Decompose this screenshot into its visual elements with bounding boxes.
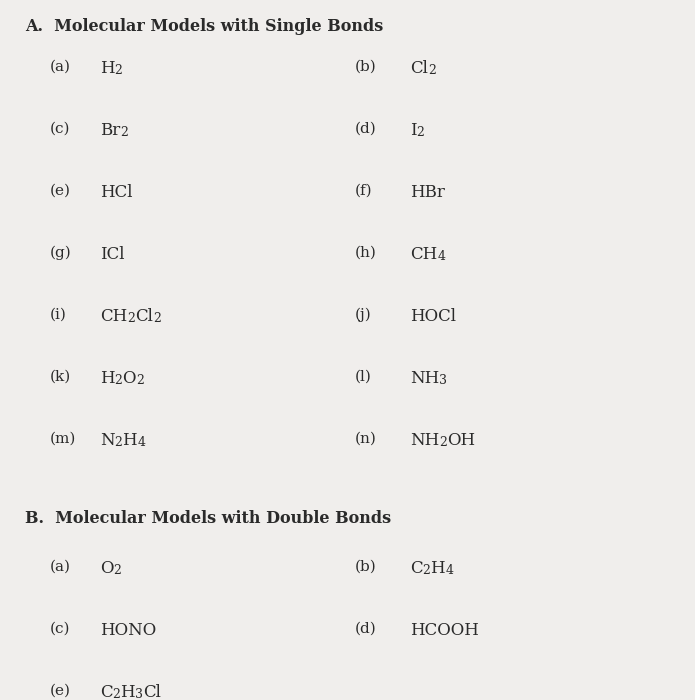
Text: HBr: HBr <box>410 184 445 201</box>
Text: Cl: Cl <box>135 308 153 325</box>
Text: 2: 2 <box>113 688 120 700</box>
Text: 2: 2 <box>416 126 425 139</box>
Text: O: O <box>122 370 136 387</box>
Text: (d): (d) <box>355 122 377 136</box>
Text: 2: 2 <box>153 312 161 325</box>
Text: H: H <box>120 684 135 700</box>
Text: H: H <box>100 60 115 77</box>
Text: (l): (l) <box>355 370 372 384</box>
Text: NH: NH <box>410 432 439 449</box>
Text: (a): (a) <box>50 60 71 74</box>
Text: (h): (h) <box>355 246 377 260</box>
Text: 3: 3 <box>439 374 448 387</box>
Text: 4: 4 <box>437 250 445 263</box>
Text: Cl: Cl <box>143 684 161 700</box>
Text: 2: 2 <box>113 564 122 577</box>
Text: (b): (b) <box>355 560 377 574</box>
Text: (j): (j) <box>355 308 372 323</box>
Text: H: H <box>430 560 445 577</box>
Text: 3: 3 <box>135 688 143 700</box>
Text: (a): (a) <box>50 560 71 574</box>
Text: HCOOH: HCOOH <box>410 622 479 639</box>
Text: (b): (b) <box>355 60 377 74</box>
Text: 2: 2 <box>439 436 447 449</box>
Text: 2: 2 <box>127 312 135 325</box>
Text: OH: OH <box>447 432 475 449</box>
Text: 4: 4 <box>137 436 145 449</box>
Text: Br: Br <box>100 122 120 139</box>
Text: (g): (g) <box>50 246 72 260</box>
Text: Cl: Cl <box>410 60 428 77</box>
Text: (f): (f) <box>355 184 373 198</box>
Text: 2: 2 <box>115 374 122 387</box>
Text: N: N <box>100 432 115 449</box>
Text: O: O <box>100 560 113 577</box>
Text: (c): (c) <box>50 122 70 136</box>
Text: C: C <box>100 684 113 700</box>
Text: CH: CH <box>100 308 127 325</box>
Text: HONO: HONO <box>100 622 156 639</box>
Text: (c): (c) <box>50 622 70 636</box>
Text: HOCl: HOCl <box>410 308 456 325</box>
Text: ICl: ICl <box>100 246 124 263</box>
Text: 4: 4 <box>445 564 453 577</box>
Text: (e): (e) <box>50 684 71 698</box>
Text: (e): (e) <box>50 184 71 198</box>
Text: (n): (n) <box>355 432 377 446</box>
Text: HCl: HCl <box>100 184 133 201</box>
Text: 2: 2 <box>115 64 122 77</box>
Text: (k): (k) <box>50 370 72 384</box>
Text: H: H <box>122 432 137 449</box>
Text: I: I <box>410 122 416 139</box>
Text: CH: CH <box>410 246 437 263</box>
Text: B.  Molecular Models with Double Bonds: B. Molecular Models with Double Bonds <box>25 510 391 527</box>
Text: 2: 2 <box>115 436 122 449</box>
Text: (i): (i) <box>50 308 67 322</box>
Text: A.  Molecular Models with Single Bonds: A. Molecular Models with Single Bonds <box>25 18 383 35</box>
Text: C: C <box>410 560 423 577</box>
Text: H: H <box>100 370 115 387</box>
Text: 2: 2 <box>136 374 144 387</box>
Text: (m): (m) <box>50 432 76 446</box>
Text: (d): (d) <box>355 622 377 636</box>
Text: 2: 2 <box>428 64 436 77</box>
Text: 2: 2 <box>120 126 128 139</box>
Text: NH: NH <box>410 370 439 387</box>
Text: 2: 2 <box>423 564 430 577</box>
